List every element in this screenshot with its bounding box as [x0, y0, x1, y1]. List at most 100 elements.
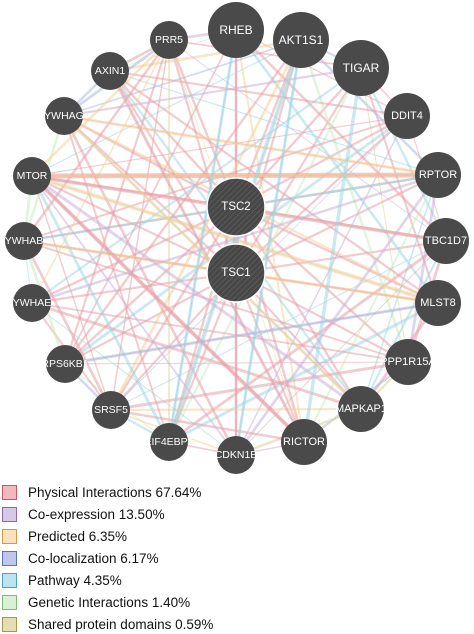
node-rptor[interactable]: RPTOR — [415, 152, 461, 198]
node-rictor[interactable]: RICTOR — [281, 419, 327, 465]
node-label: RPS6KB1 — [41, 358, 88, 370]
node-akt1s1[interactable]: AKT1S1 — [273, 12, 329, 68]
edge-physical — [110, 39, 170, 411]
edge-colocalization — [64, 301, 439, 366]
legend-swatch-physical — [2, 484, 17, 500]
node-label: MAPKAP1 — [335, 403, 387, 415]
node-ywhab[interactable]: YWHAB — [5, 222, 44, 260]
node-circle[interactable] — [273, 12, 329, 68]
node-label: TBC1D7 — [425, 235, 467, 247]
legend-swatch-genetic — [2, 594, 17, 610]
node-eif4ebp1[interactable]: EIF4EBP1 — [144, 423, 194, 461]
legend-label: Predicted 6.35% — [28, 528, 128, 544]
node-circle[interactable] — [415, 280, 461, 326]
node-label: PPP1R15A — [380, 356, 436, 368]
edge-physical — [168, 39, 362, 69]
node-circle[interactable] — [385, 339, 431, 385]
node-label: EIF4EBP1 — [144, 436, 193, 448]
edge-predicted — [31, 39, 170, 177]
node-label: MTOR — [17, 170, 48, 182]
node-circle[interactable] — [46, 345, 84, 383]
edge-physical — [64, 361, 409, 365]
gene-network-diagram: RHEB AKT1S1 TIGAR DDIT4 RPTOR TBC1D7 MLST8 PPP1… — [5, 2, 469, 474]
edge-physical — [31, 115, 408, 177]
node-label: CDKN1B — [215, 449, 258, 461]
node-label: TSC1 — [221, 267, 250, 279]
edge-physical — [31, 302, 409, 363]
edge-coexpression — [168, 39, 447, 242]
edge-pathway — [234, 39, 303, 456]
edge-physical — [110, 408, 305, 444]
legend-label: Co-localization 6.17% — [28, 550, 159, 566]
node-circle[interactable] — [150, 21, 188, 59]
node-cdkn1b[interactable]: CDKN1B — [215, 436, 258, 474]
node-ywhag[interactable]: YWHAG — [44, 97, 84, 135]
node-label: AXIN1 — [95, 65, 126, 77]
edge-genetic — [168, 67, 362, 443]
edge-physical — [110, 360, 409, 412]
node-label: RHEB — [219, 23, 252, 37]
edge-physical — [167, 39, 238, 208]
node-circle[interactable] — [206, 243, 266, 303]
node-circle[interactable] — [415, 152, 461, 198]
node-srsf5[interactable]: SRSF5 — [92, 391, 130, 429]
edge-coexpression — [31, 174, 362, 411]
node-rheb[interactable]: RHEB — [208, 2, 264, 58]
legend-label: Physical Interactions 67.64% — [28, 484, 202, 500]
node-ddit4[interactable]: DDIT4 — [384, 93, 430, 139]
node-label: AKT1S1 — [279, 33, 324, 47]
edge-physical — [235, 272, 362, 410]
node-circle[interactable] — [281, 419, 327, 465]
edge-physical — [235, 29, 447, 242]
node-label: YWHAG — [44, 110, 84, 122]
node-ppp1r15a[interactable]: PPP1R15A — [380, 339, 436, 385]
node-mtor[interactable]: MTOR — [13, 157, 51, 195]
edge-predicted — [31, 39, 170, 304]
node-tsc2[interactable]: TSC2 — [206, 177, 266, 237]
node-circle[interactable] — [91, 52, 129, 90]
node-rps6kb1[interactable]: RPS6KB1 — [41, 345, 89, 383]
edge-predicted — [110, 407, 362, 412]
edge-coexpression — [63, 66, 362, 118]
node-circle[interactable] — [384, 93, 430, 139]
node-circle[interactable] — [92, 391, 130, 429]
legend-label: Shared protein domains 0.59% — [28, 616, 214, 632]
node-ywhae[interactable]: YWHAE — [13, 284, 52, 322]
edge-pathway — [31, 302, 237, 456]
edge-physical — [109, 69, 408, 118]
legend-item-physical-interactions: Physical Interactions 67.64% — [0, 482, 201, 502]
node-tigar[interactable]: TIGAR — [333, 40, 389, 96]
node-circle[interactable] — [333, 40, 389, 96]
node-label: SRSF5 — [94, 404, 128, 416]
node-prr5[interactable]: PRR5 — [150, 21, 188, 59]
legend-swatch-predicted — [2, 528, 17, 544]
node-mlst8[interactable]: MLST8 — [415, 280, 461, 326]
edge-physical — [62, 115, 238, 456]
legend-item-pathway: Pathway 4.35% — [0, 570, 122, 590]
node-circle[interactable] — [150, 423, 188, 461]
node-circle[interactable] — [13, 284, 51, 322]
node-circle[interactable] — [338, 386, 384, 432]
node-label: YWHAE — [13, 297, 52, 309]
legend-item-co-expression: Co-expression 13.50% — [0, 504, 165, 524]
node-tsc1[interactable]: TSC1 — [206, 243, 266, 303]
node-circle[interactable] — [208, 2, 264, 58]
edge-physical — [234, 272, 306, 443]
node-axin1[interactable]: AXIN1 — [91, 52, 129, 90]
node-circle[interactable] — [217, 436, 255, 474]
legend-item-genetic-interactions: Genetic Interactions 1.40% — [0, 592, 190, 612]
node-circle[interactable] — [423, 218, 469, 264]
node-mapkap1[interactable]: MAPKAP1 — [335, 386, 387, 432]
edge-pathway — [30, 175, 171, 443]
node-circle[interactable] — [45, 97, 83, 135]
node-tbc1d7[interactable]: TBC1D7 — [423, 218, 469, 264]
node-circle[interactable] — [13, 157, 51, 195]
edge-pathway — [167, 29, 238, 443]
node-circle[interactable] — [5, 222, 43, 260]
edge-physical — [234, 206, 363, 410]
node-circle[interactable] — [206, 177, 266, 237]
edge-physical — [31, 175, 112, 411]
edge-pathway — [360, 240, 447, 410]
legend-swatch-pathway — [2, 572, 17, 588]
edge-pathway — [168, 301, 439, 444]
